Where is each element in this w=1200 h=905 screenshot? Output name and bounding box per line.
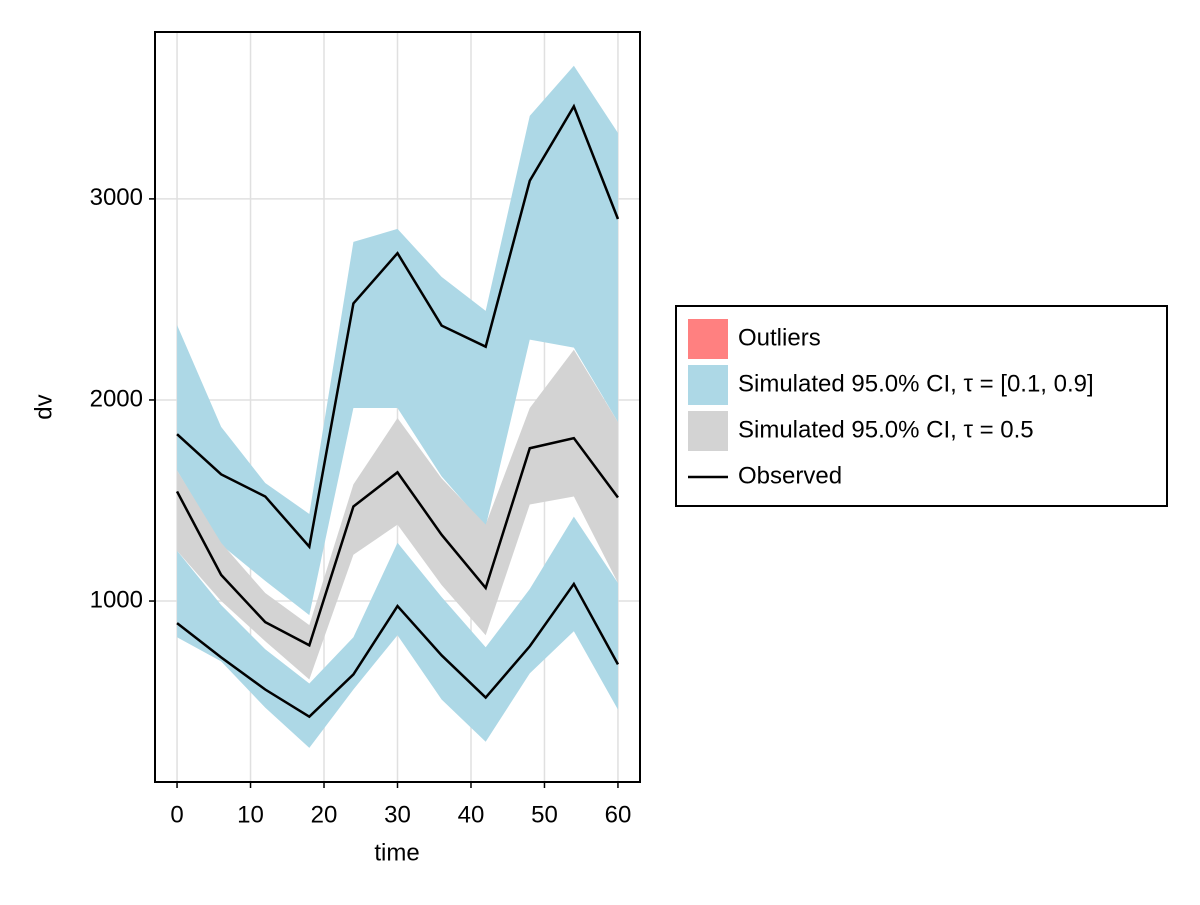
x-tick-label: 20 [311, 801, 338, 828]
x-axis-label: time [374, 839, 419, 866]
x-tick-label: 40 [458, 801, 485, 828]
legend-box [675, 305, 1168, 507]
legend-label: Simulated 95.0% CI, τ = [0.1, 0.9] [738, 370, 1094, 397]
ci-band [177, 516, 618, 748]
y-tick-label: 3000 [90, 184, 143, 211]
y-tick-label: 1000 [90, 586, 143, 613]
observed-line [176, 581, 620, 719]
y-axis-label: dv [30, 394, 57, 419]
ci-band [177, 65, 618, 616]
legend-label: Simulated 95.0% CI, τ = 0.5 [738, 416, 1034, 443]
x-tick-label: 60 [605, 801, 632, 828]
x-tick-label: 50 [531, 801, 558, 828]
legend-swatch [688, 319, 728, 359]
observed-line [175, 436, 619, 648]
legend-label: Outliers [738, 324, 821, 351]
plot-frame [154, 31, 641, 783]
ci-band [177, 349, 618, 680]
y-tick-label: 2000 [90, 385, 143, 412]
legend-swatch [688, 411, 728, 451]
x-tick-label: 30 [384, 801, 411, 828]
legend-swatch [688, 365, 728, 405]
legend-label: Observed [738, 462, 842, 489]
x-tick-label: 0 [170, 801, 183, 828]
observed-line [176, 103, 620, 550]
x-tick-label: 10 [237, 801, 264, 828]
